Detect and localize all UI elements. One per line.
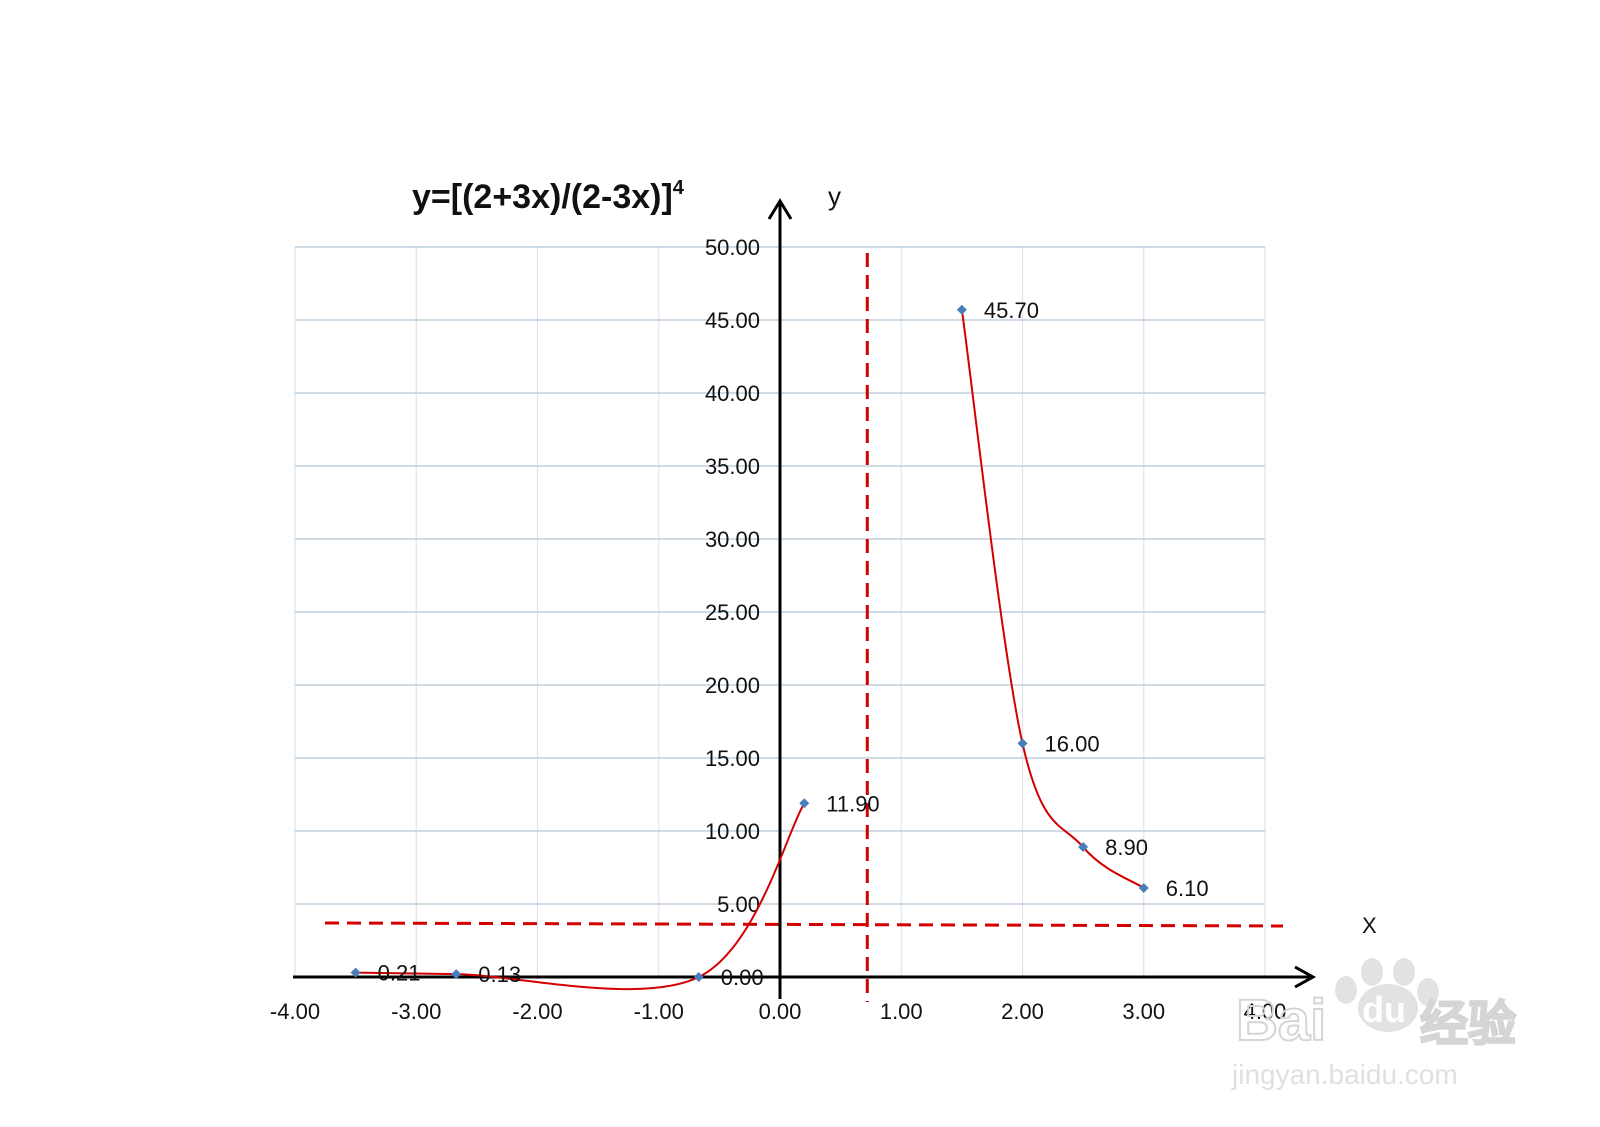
series-0-point-2 xyxy=(693,972,704,982)
x-tick-label-5: 1.00 xyxy=(880,999,923,1024)
y-tick-label-0: 5.00 xyxy=(717,892,760,917)
chart-title: y=[(2+3x)/(2-3x)]4 xyxy=(412,177,685,216)
axes xyxy=(293,198,1317,999)
series-0-label-3: 11.90 xyxy=(826,791,879,816)
watermark-brand-middle: du xyxy=(1362,989,1406,1030)
y-axis-arrow xyxy=(767,198,793,220)
y-axis-label: y xyxy=(828,181,841,211)
watermark-url: jingyan.baidu.com xyxy=(1231,1059,1458,1090)
series-0-point-0 xyxy=(350,967,361,978)
y-tick-label-6: 35.00 xyxy=(705,454,760,479)
series-1-label-3: 6.10 xyxy=(1166,876,1209,901)
y-tick-label-9: 50.00 xyxy=(705,235,760,260)
series-1-label-0: 45.70 xyxy=(984,298,1039,323)
series-1-point-0 xyxy=(956,304,967,315)
x-tick-label-6: 2.00 xyxy=(1001,999,1044,1024)
series-1-label-2: 8.90 xyxy=(1105,835,1148,860)
y-tick-label-1: 10.00 xyxy=(705,819,760,844)
series-1-point-2 xyxy=(1078,842,1089,853)
x-tick-label-7: 3.00 xyxy=(1122,999,1165,1024)
y-tick-label-7: 40.00 xyxy=(705,381,760,406)
series-0-point-1 xyxy=(451,969,462,980)
horizontal-asymptote xyxy=(324,921,1284,928)
x-tick-label-3: -1.00 xyxy=(634,999,684,1024)
series-1-point-1 xyxy=(1017,738,1028,749)
series-1-label-1: 16.00 xyxy=(1045,731,1100,756)
series-1-curve xyxy=(960,309,1145,889)
x-tick-label-2: -2.00 xyxy=(512,999,562,1024)
y-tick-label-3: 20.00 xyxy=(705,673,760,698)
tick-labels: -4.00 -3.00 -2.00 -1.00 0.00 1.00 2.00 3.00 4.00… xyxy=(270,235,1286,1024)
watermark: du Bai 经验 jingyan.baidu.com xyxy=(1231,958,1517,1090)
watermark-brand-left: Bai xyxy=(1236,988,1326,1053)
x-axis-label: X xyxy=(1362,913,1377,938)
data-points xyxy=(350,304,1149,982)
watermark-brand-right: 经验 xyxy=(1420,998,1516,1051)
series-0-label-2: 0.00 xyxy=(721,965,764,990)
y-tick-label-5: 30.00 xyxy=(705,527,760,552)
asymptotes xyxy=(324,253,1284,1002)
series-0-curve xyxy=(355,802,806,991)
chart-title-text: y=[(2+3x)/(2-3x)] xyxy=(412,178,673,216)
chart-title-exponent: 4 xyxy=(673,177,685,199)
series-1-point-3 xyxy=(1138,882,1149,893)
y-tick-label-8: 45.00 xyxy=(705,308,760,333)
data-labels: 0.21 0.13 0.00 11.90 45.70 16.00 8.90 6.10 xyxy=(378,298,1209,990)
x-tick-label-8: 4.00 xyxy=(1244,999,1287,1024)
x-tick-label-1: -3.00 xyxy=(391,999,441,1024)
x-tick-label-0: -4.00 xyxy=(270,999,320,1024)
series-0-label-1: 0.13 xyxy=(478,962,521,987)
y-tick-label-4: 25.00 xyxy=(705,600,760,625)
x-axis-arrow xyxy=(1294,965,1317,989)
series-0-point-3 xyxy=(799,798,810,809)
series-0-label-0: 0.21 xyxy=(378,961,421,986)
baidu-paw-icon: du xyxy=(1335,958,1439,1032)
x-tick-label-4: 0.00 xyxy=(759,999,802,1024)
curves xyxy=(355,309,1145,991)
y-tick-label-2: 15.00 xyxy=(705,746,760,771)
